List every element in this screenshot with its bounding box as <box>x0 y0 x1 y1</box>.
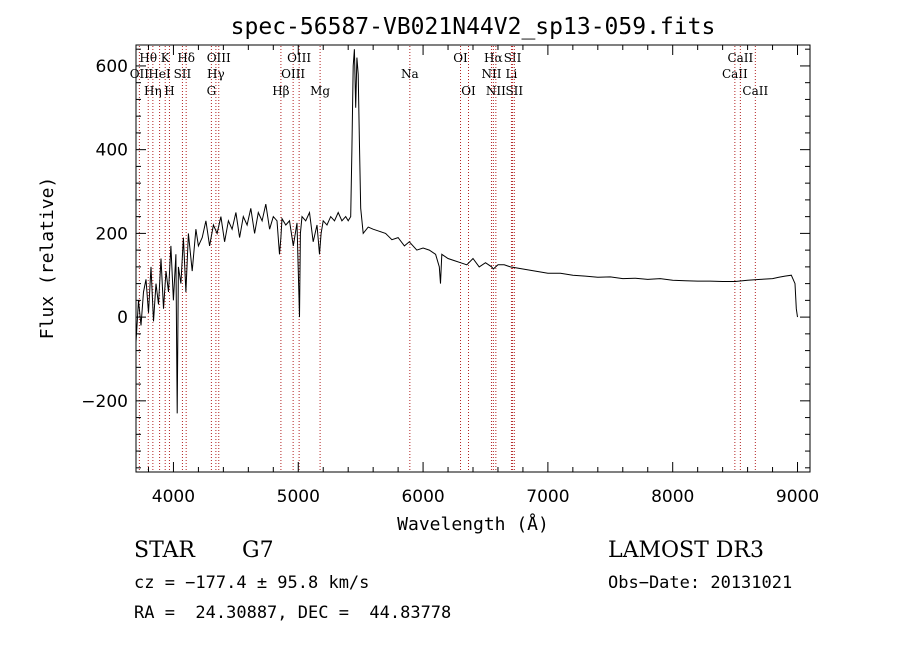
line-marker-label: K <box>161 51 171 65</box>
y-tick-label: 400 <box>96 141 128 161</box>
x-axis-label: Wavelength (Å) <box>397 513 549 535</box>
line-marker-label: SII <box>504 51 522 65</box>
line-marker-label: Hα <box>484 51 503 65</box>
spectrum-line <box>135 49 798 414</box>
line-marker-label: Hβ <box>272 84 289 98</box>
survey-name: LAMOST DR3 <box>608 538 764 563</box>
line-marker-label: Hθ <box>139 51 157 65</box>
line-marker-label: Mg <box>310 84 330 98</box>
x-tick-label: 4000 <box>152 487 195 507</box>
redshift-readout: cz = −177.4 ± 95.8 km/s <box>134 573 370 593</box>
line-marker-label: OIII <box>281 67 305 81</box>
chart-title: spec-56587-VB021N44V2_sp13-059.fits <box>231 14 716 40</box>
line-marker-label: OIII <box>207 51 231 65</box>
x-tick-label: 6000 <box>401 487 444 507</box>
line-marker-label: OI <box>453 51 468 65</box>
y-axis-ticks: −200 0 200 400 600 <box>81 48 810 469</box>
line-marker-label: CaII <box>727 51 753 65</box>
x-tick-label: 8000 <box>651 487 694 507</box>
line-marker-label: NII <box>486 84 506 98</box>
line-marker-label: NII <box>481 67 501 81</box>
line-marker-label: CaII <box>742 84 768 98</box>
x-tick-label: 5000 <box>277 487 320 507</box>
line-marker-label: OIII <box>287 51 311 65</box>
object-subclass: G7 <box>242 538 274 563</box>
line-marker-label: HeI <box>148 67 171 81</box>
line-marker-label: OII <box>130 67 150 81</box>
y-tick-label: 600 <box>96 57 128 77</box>
x-tick-label: 7000 <box>526 487 569 507</box>
line-marker-label: Hη <box>144 84 162 98</box>
x-tick-label: 9000 <box>776 487 819 507</box>
observation-date: Obs−Date: 20131021 <box>608 573 793 593</box>
y-tick-label: 200 <box>96 224 128 244</box>
object-class: STAR <box>134 538 195 563</box>
line-markers: OIIHθHηHeIKHSIIHδGHγOIIIHβOIIIOIIIMgNaOI… <box>130 46 768 471</box>
line-marker-label: Li <box>506 67 518 81</box>
line-marker-label: G <box>207 84 217 98</box>
line-marker-label: Na <box>401 67 419 81</box>
y-tick-label: 0 <box>117 308 128 328</box>
line-marker-label: SII <box>174 67 192 81</box>
line-marker-label: CaII <box>722 67 748 81</box>
line-marker-label: H <box>164 84 174 98</box>
line-marker-label: OI <box>461 84 476 98</box>
line-marker-label: SII <box>505 84 523 98</box>
line-marker-label: Hγ <box>207 67 225 81</box>
y-axis-label: Flux (relative) <box>37 177 58 340</box>
y-tick-label: −200 <box>81 392 128 412</box>
x-axis-ticks: 4000 5000 6000 7000 8000 9000 <box>147 45 819 507</box>
line-marker-label: Hδ <box>177 51 195 65</box>
coordinates-readout: RA = 24.30887, DEC = 44.83778 <box>134 603 452 623</box>
